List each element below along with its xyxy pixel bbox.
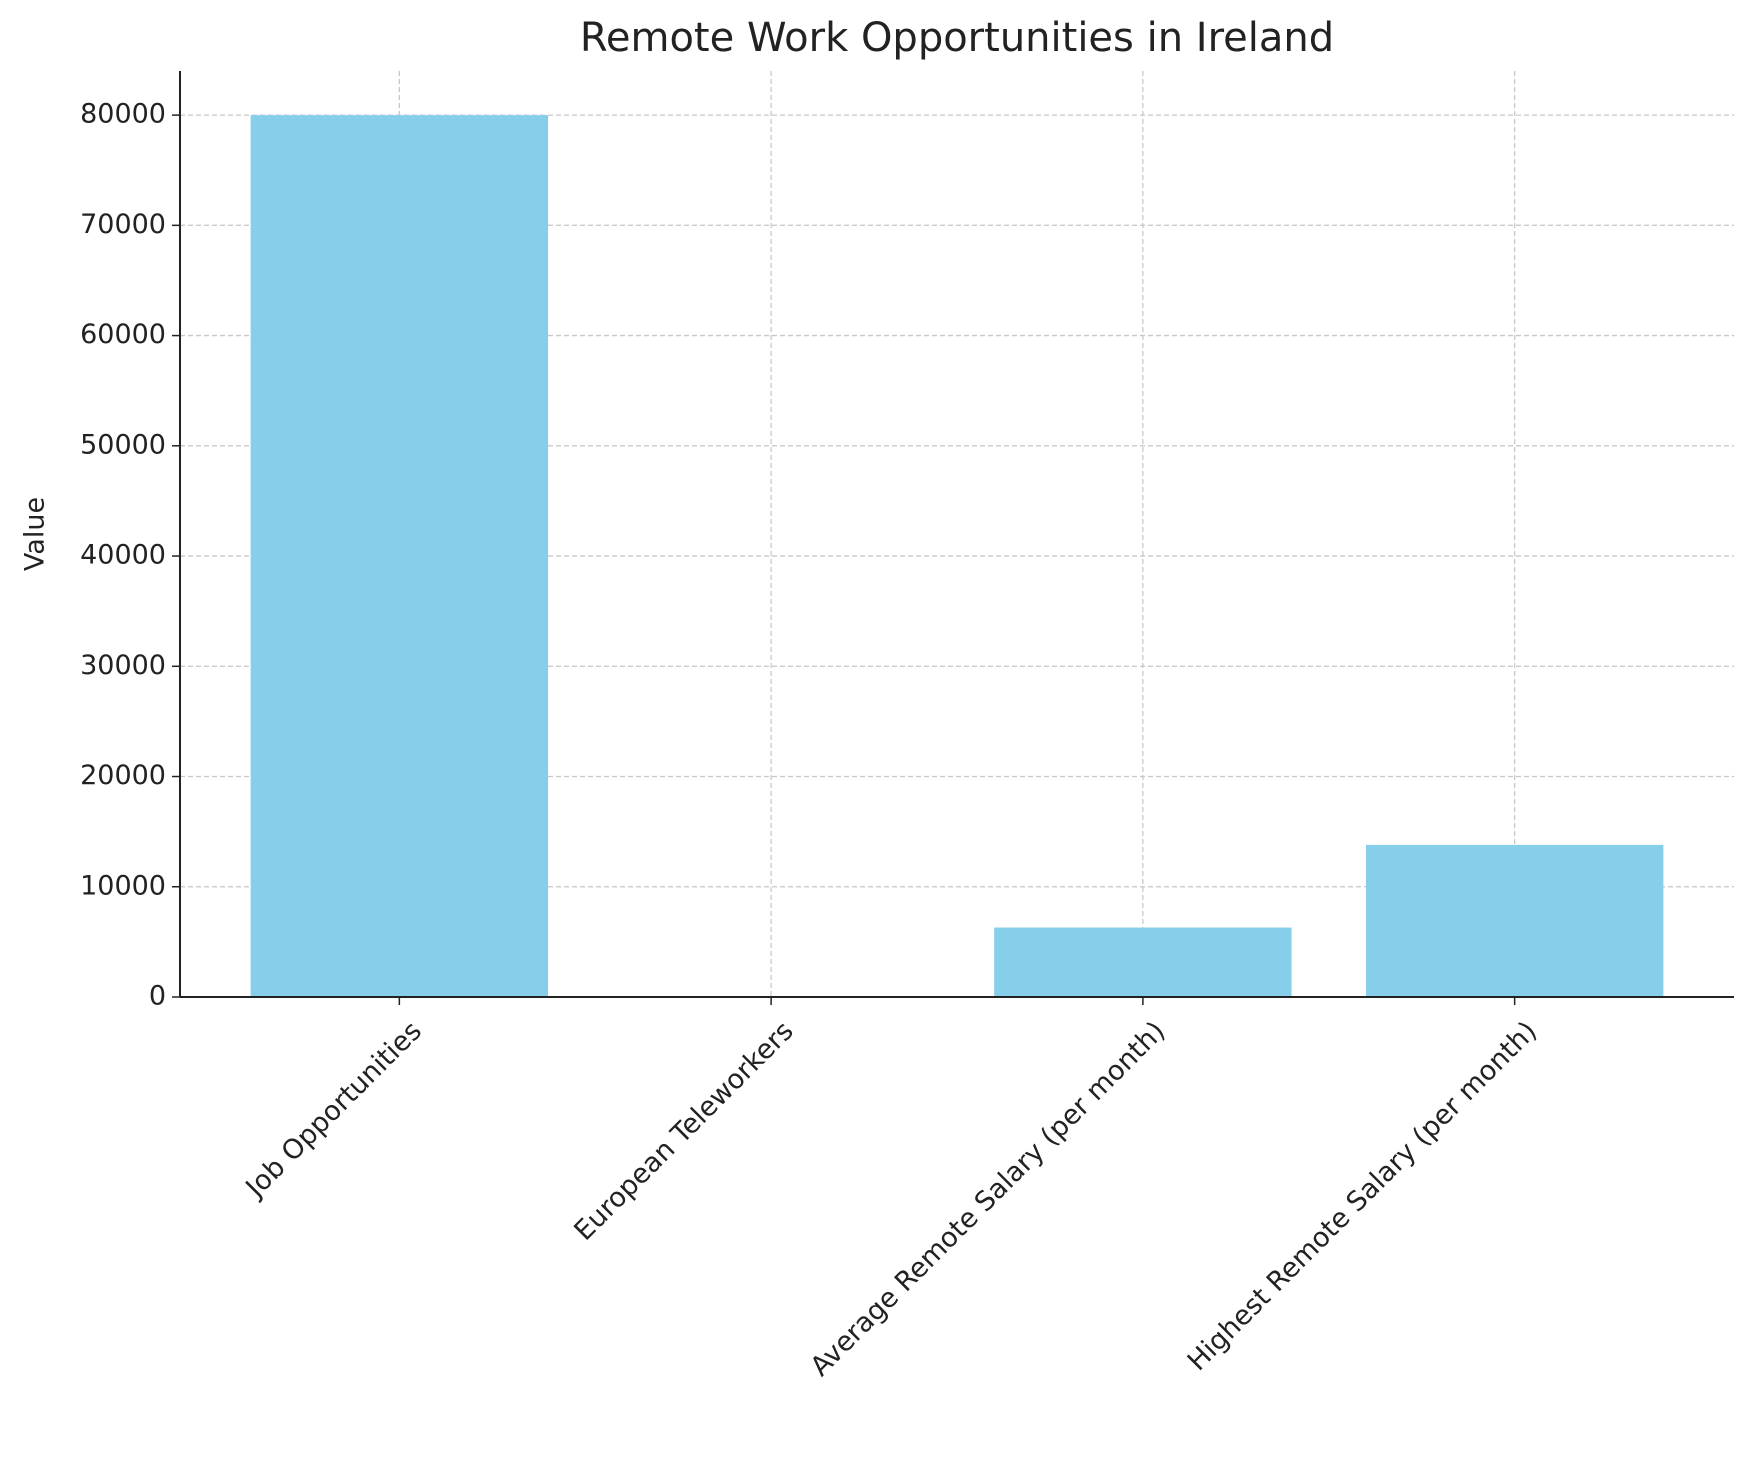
y-tick-label: 80000 [80, 99, 166, 130]
y-tick-label: 40000 [80, 540, 166, 571]
y-tick-label: 0 [149, 981, 166, 1012]
x-tick-label: Job Opportunities [239, 1016, 428, 1205]
bar [994, 927, 1292, 997]
y-tick-label: 50000 [80, 429, 166, 460]
bar [250, 115, 549, 998]
y-tick-label: 70000 [80, 209, 166, 240]
x-tick-label: Highest Remote Salary (per month) [1182, 1016, 1543, 1377]
chart-title: Remote Work Opportunities in Ireland [580, 15, 1334, 61]
y-tick-label: 20000 [80, 760, 166, 791]
x-tick-label: European Teleworkers [568, 1016, 799, 1247]
y-tick-label: 60000 [80, 319, 166, 350]
y-tick-label: 30000 [80, 650, 166, 681]
y-axis-label: Value [20, 497, 51, 571]
bar [1365, 844, 1664, 997]
y-tick-label: 10000 [80, 870, 166, 901]
x-tick-label: Average Remote Salary (per month) [805, 1016, 1172, 1383]
